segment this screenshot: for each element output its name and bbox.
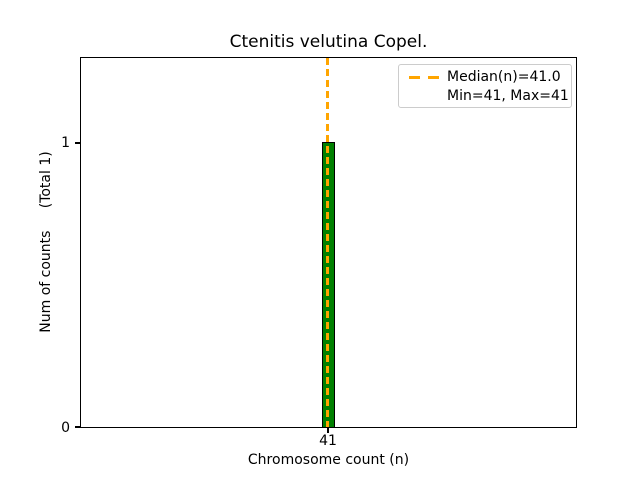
legend-box: Median(n)=41.0 Min=41, Max=41 [398, 64, 572, 108]
plot-area: Median(n)=41.0 Min=41, Max=41 [80, 57, 577, 428]
x-axis-label: Chromosome count (n) [247, 452, 410, 468]
median-line [326, 58, 329, 427]
x-tick-label-41: 41 [319, 433, 337, 449]
legend-row-minmax: Min=41, Max=41 [409, 87, 571, 106]
y-tick-mark-0 [75, 426, 80, 428]
legend-row-median: Median(n)=41.0 [409, 68, 571, 87]
chart-title: Ctenitis velutina Copel. [229, 32, 428, 52]
y-tick-label-0: 0 [61, 420, 70, 436]
legend-spacer [409, 95, 439, 98]
y-axis-label: Num of counts (Total 1) [38, 151, 54, 333]
legend-label-median: Median(n)=41.0 [447, 69, 561, 85]
legend-dashed-line-icon [409, 76, 439, 79]
x-tick-mark-41 [327, 428, 329, 433]
y-tick-mark-1 [75, 142, 80, 144]
y-tick-label-1: 1 [61, 135, 70, 151]
legend-label-minmax: Min=41, Max=41 [447, 88, 569, 104]
